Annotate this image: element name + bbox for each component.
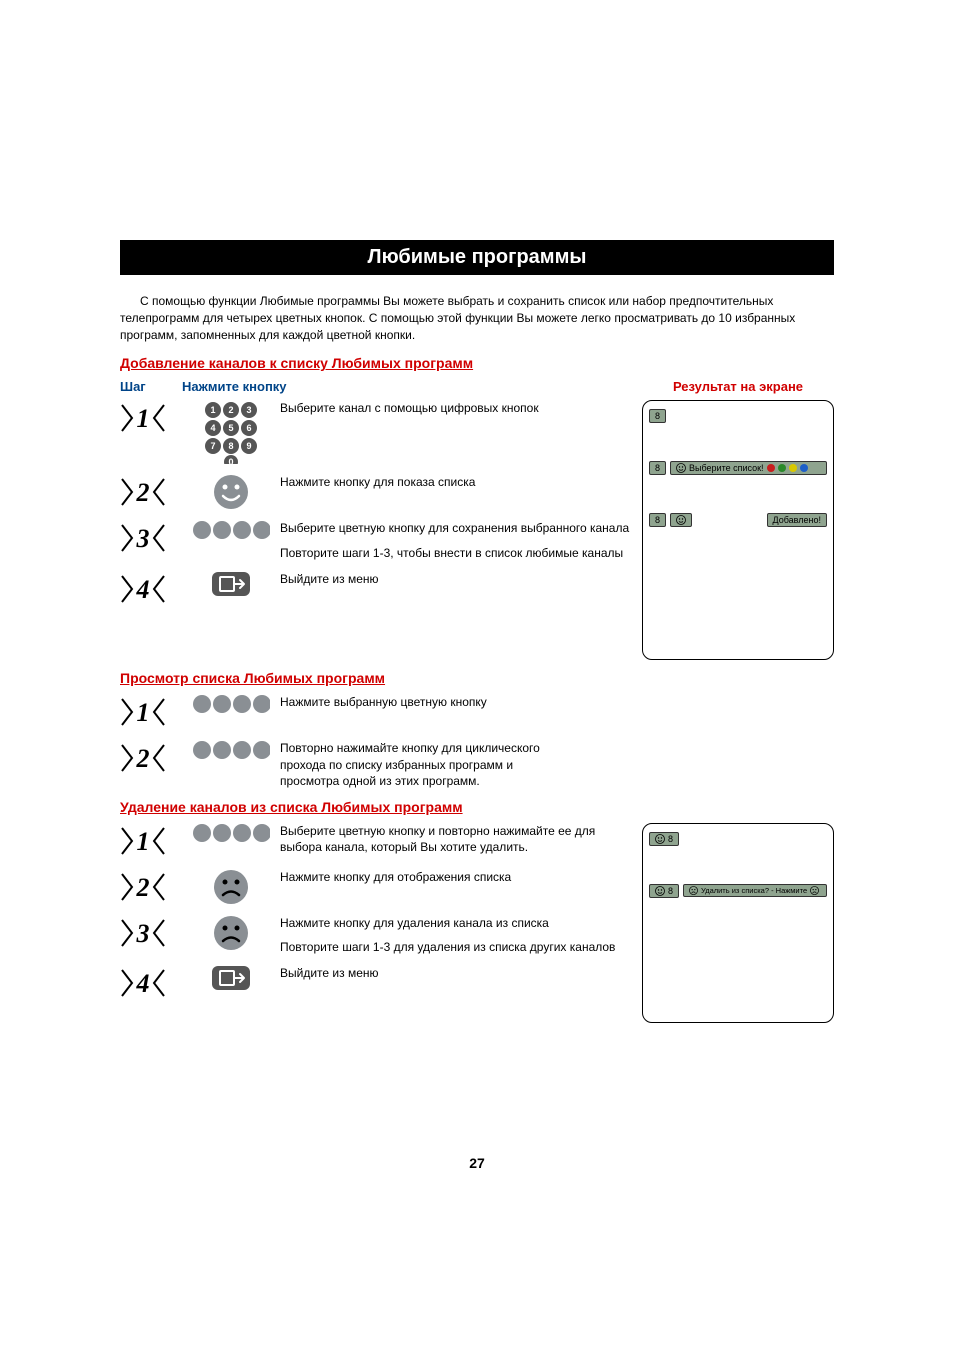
svg-text:1: 1 bbox=[137, 404, 150, 433]
svg-text:1: 1 bbox=[137, 698, 150, 727]
svg-text:0: 0 bbox=[228, 457, 233, 464]
ch-badge: 8 bbox=[649, 409, 666, 423]
svg-text:2: 2 bbox=[136, 744, 150, 773]
svg-text:1: 1 bbox=[137, 827, 150, 856]
s2-step-2: 2 Повторно нажимайте кнопку для цикличес… bbox=[120, 740, 834, 789]
section1-title: Добавление каналов к списку Любимых прог… bbox=[120, 355, 834, 371]
s3-step-4: 4 Выйдите из меню bbox=[120, 965, 630, 1001]
step-badge-2: 2 bbox=[120, 740, 182, 776]
step-badge-2: 2 bbox=[120, 474, 182, 510]
s3-step-3-text-a: Нажмите кнопку для удаления канала из сп… bbox=[280, 915, 630, 931]
s1-step-4: 4 Выйдите из меню bbox=[120, 571, 630, 607]
s3-step-3-text-b: Повторите шаги 1-3 для удаления из списк… bbox=[280, 939, 630, 955]
section3-title: Удаление каналов из списка Любимых прогр… bbox=[120, 799, 834, 815]
smile-icon bbox=[182, 474, 280, 510]
s3-step-1-text: Выберите цветную кнопку и повторно нажим… bbox=[280, 823, 630, 855]
s3-step-2-text: Нажмите кнопку для отображения списка bbox=[280, 869, 630, 885]
step-badge-1: 1 bbox=[120, 694, 182, 730]
hdr-result: Результат на экране bbox=[642, 379, 834, 394]
added-chip: Добавлено! bbox=[767, 513, 827, 527]
svg-text:6: 6 bbox=[246, 423, 251, 433]
s3-screen-2: 8 Удалить из списка? - Нажмите bbox=[649, 882, 827, 900]
ch-badge: 8 bbox=[649, 513, 666, 527]
svg-text:9: 9 bbox=[246, 441, 251, 451]
ch-badge: 8 bbox=[649, 461, 666, 475]
svg-text:8: 8 bbox=[228, 441, 233, 451]
step-badge-1: 1 bbox=[120, 823, 182, 859]
s3-screen-1: 8 bbox=[649, 830, 827, 848]
exit-icon bbox=[182, 965, 280, 991]
s2-step-1-text: Нажмите выбранную цветную кнопку bbox=[280, 694, 834, 710]
section2-title: Просмотр списка Любимых программ bbox=[120, 670, 834, 686]
s1-screen-box: 8 8 Выберите список! 8 bbox=[642, 400, 834, 660]
svg-text:2: 2 bbox=[136, 873, 150, 902]
s1-screen-1: 8 bbox=[649, 407, 827, 425]
color-dots-icon bbox=[182, 740, 280, 760]
s1-step-2: 2 Нажмите кнопку для показа списка bbox=[120, 474, 630, 510]
s1-step-1: 1 1 2 3 4 5 6 7 8 9 0 Выберите канал с помощью ци… bbox=[120, 400, 630, 464]
svg-text:5: 5 bbox=[228, 423, 233, 433]
svg-text:4: 4 bbox=[210, 423, 215, 433]
sad-icon bbox=[182, 915, 280, 951]
step-badge-3: 3 bbox=[120, 915, 182, 951]
smile-mini-icon bbox=[670, 513, 692, 527]
s1-step-3: 3 Выберите цветную кнопку для сохранения… bbox=[120, 520, 630, 560]
s3-screen-2-label: Удалить из списка? - Нажмите bbox=[701, 886, 807, 895]
s1-screen-2-label: Выберите список! bbox=[689, 463, 764, 473]
s1-step-2-text: Нажмите кнопку для показа списка bbox=[280, 474, 630, 490]
svg-text:3: 3 bbox=[136, 524, 150, 553]
svg-text:4: 4 bbox=[136, 969, 150, 998]
svg-text:3: 3 bbox=[246, 405, 251, 415]
smile-mini-icon: 8 bbox=[649, 832, 679, 846]
s1-screen-2: 8 Выберите список! bbox=[649, 459, 827, 477]
s3-step-2: 2 Нажмите кнопку для отображения списка bbox=[120, 869, 630, 905]
step-badge-2: 2 bbox=[120, 869, 182, 905]
step-badge-4: 4 bbox=[120, 571, 182, 607]
s1-step-4-text: Выйдите из меню bbox=[280, 571, 630, 587]
exit-icon bbox=[182, 571, 280, 597]
s3-step-3: 3 Нажмите кнопку для удаления канала из … bbox=[120, 915, 630, 955]
sad-icon bbox=[182, 869, 280, 905]
steps-header: Шаг Нажмите кнопку Результат на экране bbox=[120, 379, 834, 394]
page-title: Любимые программы bbox=[120, 240, 834, 275]
page-number: 27 bbox=[469, 1155, 485, 1171]
svg-text:2: 2 bbox=[228, 405, 233, 415]
numpad-icon: 1 2 3 4 5 6 7 8 9 0 bbox=[182, 400, 280, 464]
color-dots-icon bbox=[182, 694, 280, 714]
s3-screen-box: 8 8 Удалить из списка? - Нажмите bbox=[642, 823, 834, 1023]
s1-step-3-text-a: Выберите цветную кнопку для сохранения в… bbox=[280, 520, 630, 536]
svg-text:1: 1 bbox=[210, 405, 215, 415]
intro-text: С помощью функции Любимые программы Вы м… bbox=[120, 293, 834, 343]
step-badge-4: 4 bbox=[120, 965, 182, 1001]
color-dots-icon bbox=[182, 823, 280, 843]
svg-text:3: 3 bbox=[136, 919, 150, 948]
remove-chip: Удалить из списка? - Нажмите bbox=[683, 884, 827, 897]
step-badge-1: 1 bbox=[120, 400, 182, 436]
smile-label-chip: Выберите список! bbox=[670, 461, 827, 475]
smile-ch-chip: 8 bbox=[649, 884, 679, 898]
svg-text:2: 2 bbox=[136, 478, 150, 507]
s3-step-4-text: Выйдите из меню bbox=[280, 965, 630, 981]
color-dots-icon bbox=[182, 520, 280, 540]
s3-step-1: 1 Выберите цветную кнопку и повторно наж… bbox=[120, 823, 630, 859]
s3-screen-2-ch: 8 bbox=[668, 886, 673, 896]
hdr-press: Нажмите кнопку bbox=[182, 379, 472, 394]
s1-step-1-text: Выберите канал с помощью цифровых кнопок bbox=[280, 400, 630, 416]
s2-step-1: 1 Нажмите выбранную цветную кнопку bbox=[120, 694, 834, 730]
svg-text:7: 7 bbox=[210, 441, 215, 451]
step-badge-3: 3 bbox=[120, 520, 182, 556]
s1-step-3-text-b: Повторите шаги 1-3, чтобы внести в списо… bbox=[280, 545, 630, 561]
hdr-step: Шаг bbox=[120, 379, 182, 394]
s1-screen-3: 8 Добавлено! bbox=[649, 511, 827, 529]
svg-text:4: 4 bbox=[136, 575, 150, 604]
s3-screen-1-ch: 8 bbox=[668, 834, 673, 844]
s2-step-2-text: Повторно нажимайте кнопку для циклическо… bbox=[280, 740, 540, 789]
